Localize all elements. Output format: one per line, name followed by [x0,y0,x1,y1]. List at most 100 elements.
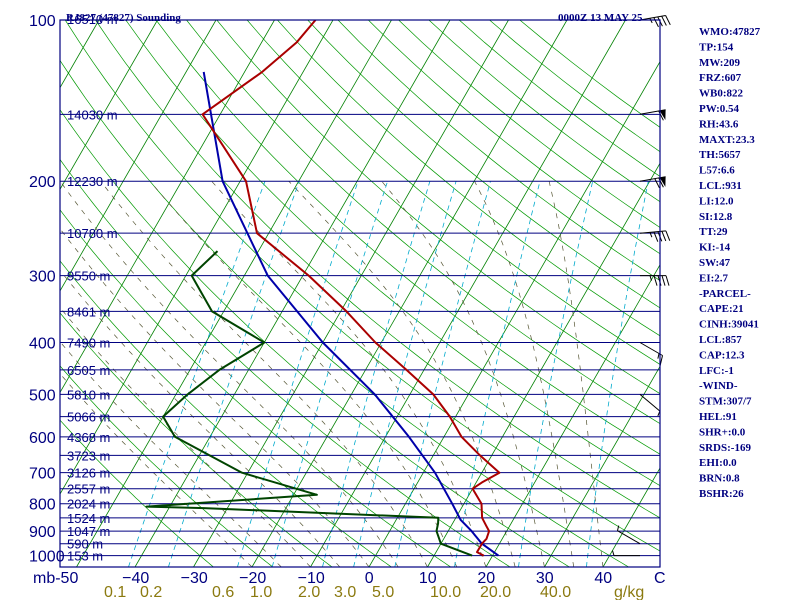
isotherm-line [0,20,41,567]
temperature-tick-label: 40 [594,570,612,587]
stability-index: TH:5657 [699,149,741,161]
dry-adiabat [277,20,660,337]
moist-adiabat [288,180,516,567]
stability-index: CAP:12.3 [699,349,745,361]
dry-adiabat [368,20,660,255]
dry-adiabat [60,365,274,567]
dry-adiabat [307,20,660,309]
moist-adiabat [60,373,253,567]
moist-adiabat [60,306,311,567]
mixing-ratio-label: 5.0 [372,584,394,600]
pressure-tick-label: 700 [29,466,56,483]
dewpoint-trace [145,250,473,557]
pressure-tick-label: 200 [29,174,56,191]
temperature-tick-label: −30 [181,570,208,587]
pressure-tick-label: 900 [29,524,56,541]
mixing-ratio-line [168,181,300,567]
parcel-trace [202,71,499,557]
stability-index: EHI:0.0 [699,457,737,469]
dry-adiabat [95,20,660,519]
isotherm-line [485,264,660,567]
temperature-tick-label: −40 [122,570,149,587]
temperature-tick-label: −10 [298,570,325,587]
pressure-tick-label: 500 [29,387,56,404]
mixing-ratio-label: 2.0 [298,584,320,600]
stability-index: -WIND- [699,380,738,392]
temperature-tick-label: mb-50 [33,570,78,587]
dry-adiabat [60,260,392,567]
isotherm-line [76,20,392,567]
isotherm-line [134,20,451,567]
moist-adiabat [381,180,545,567]
height-label: 6505 m [67,363,110,378]
pressure-tick-label: 300 [29,269,56,286]
mixing-ratio-label: 20.0 [480,584,511,600]
stability-index: MW:209 [699,57,740,69]
plot-background [60,20,660,567]
mixing-ratio-label: 0.2 [140,584,162,600]
isotherm-line [60,20,217,292]
mixing-ratio-unit: g/kg [614,584,644,600]
isotherm-line [427,162,660,567]
stability-index: KI:-14 [699,242,731,254]
temperature-trace [201,20,501,557]
mixing-ratio-label: 10.0 [430,584,461,600]
isotherm-line [544,365,660,567]
stability-index: WMO:47827 [699,26,761,38]
moist-adiabat [60,269,341,567]
stability-index: -PARCEL- [699,288,751,300]
mixing-ratio-label: 0.6 [212,584,234,600]
wind-barb [616,525,641,545]
dry-adiabat [60,59,629,567]
stability-index: BSHR:26 [699,488,744,500]
dry-adiabat [246,20,660,365]
dry-adiabat [155,20,660,455]
isotherm-line [602,467,660,567]
mixing-ratio-line [518,181,594,567]
stability-index: TP:154 [699,41,734,53]
dry-adiabat [60,209,451,567]
temperature-tick-label: 30 [536,570,554,587]
moist-adiabat [548,181,604,567]
height-label: 10780 m [67,226,118,241]
stability-index: TT:29 [699,226,728,238]
height-label: 153 m [67,549,103,564]
stability-index: STM:307/7 [699,396,752,408]
mixing-ratio-line [128,181,266,567]
plot-frame [59,19,661,568]
isobar-layer [60,19,660,557]
height-label: 1047 m [67,524,110,539]
dry-adiabat [186,20,660,425]
dry-adiabat [125,20,660,487]
height-label: 3723 m [67,448,110,463]
stability-index: EI:2.7 [699,272,729,284]
stability-index: LI:12.0 [699,195,734,207]
stability-index: SHR+:0.0 [699,426,746,438]
pressure-tick-label: 100 [29,13,56,30]
dry-adiabat [60,419,214,567]
isotherm-line [60,20,334,495]
isotherm-line [251,20,568,567]
height-label: 590 m [67,537,103,552]
dry-adiabat [60,158,511,567]
isotherm-line [368,60,660,567]
stability-index: MAXT:23.3 [699,134,755,146]
profile-layer [145,20,501,557]
celsius-unit-label: C [654,570,666,587]
dry-adiabat [60,109,570,567]
stability-index: L57:6.6 [699,165,735,177]
isotherm-line [60,20,158,191]
wind-barb [612,550,640,557]
stability-index: RH:43.6 [699,118,739,130]
height-label: 9550 m [67,269,110,284]
stability-index: WB0:822 [699,88,744,100]
pressure-tick-label: 800 [29,497,56,514]
height-label: 8461 m [67,304,110,319]
wind-barb [639,176,666,189]
temperature-tick-label: 0 [365,570,374,587]
stability-index: SRDS:-169 [699,442,751,454]
stability-index: PW:0.54 [699,103,740,115]
height-label: 1524 m [67,511,110,526]
